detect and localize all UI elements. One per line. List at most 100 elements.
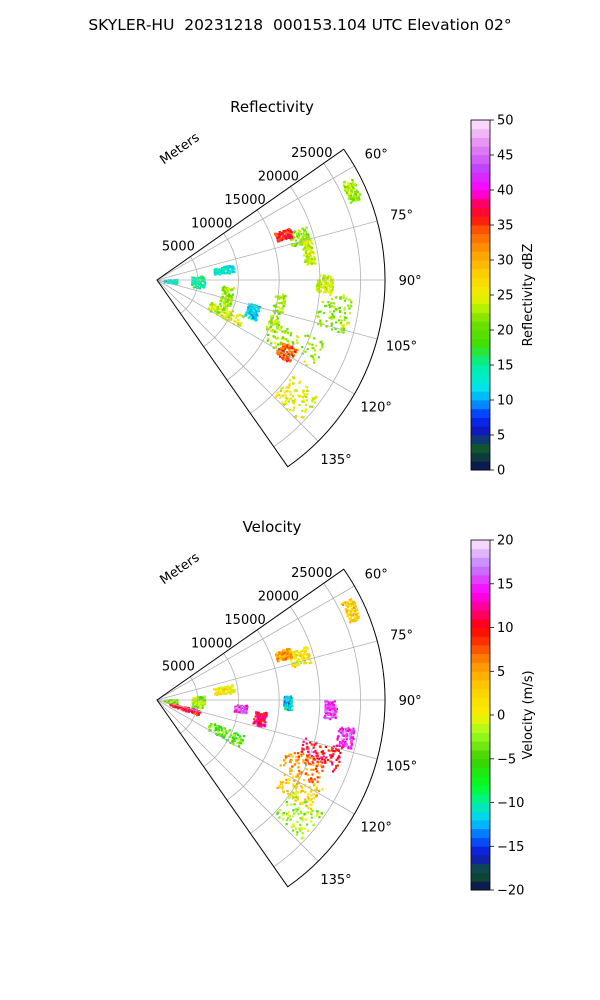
echo-pixel (302, 655, 305, 658)
echo-pixel (289, 236, 292, 239)
colorbar-segment (471, 137, 490, 147)
echo-pixel (274, 319, 277, 323)
echo-pixel (287, 702, 291, 705)
echo-pixel (231, 293, 234, 296)
echo-pixel (332, 745, 335, 748)
echo-pixel (313, 789, 316, 792)
echo-pixel (292, 653, 295, 656)
echo-pixel (214, 688, 217, 691)
echo-pixel (281, 813, 284, 817)
colorbar-segment (471, 391, 490, 401)
echo-pixel (236, 733, 240, 736)
echo-pixel (281, 787, 284, 790)
echo-pixel (331, 284, 334, 287)
echo-pixel (289, 390, 292, 393)
echo-pixel (283, 758, 287, 761)
azimuth-spoke (156, 699, 378, 760)
echo-pixel (297, 658, 300, 661)
echo-pixel (310, 768, 313, 771)
echo-pixel (283, 764, 286, 767)
echo-pixel (285, 705, 288, 708)
echo-pixel (331, 761, 334, 764)
echo-pixel (295, 790, 298, 793)
echo-pixel (298, 229, 301, 232)
echo-pixel (348, 728, 351, 731)
echo-pixel (295, 833, 298, 836)
echo-pixel (333, 750, 336, 753)
echo-pixel (292, 354, 295, 357)
echo-pixel (308, 252, 311, 255)
echo-pixel (334, 716, 337, 719)
echo-pixel (303, 649, 306, 652)
echo-pixel (309, 799, 312, 802)
echo-pixel (348, 736, 351, 739)
echo-pixel (347, 197, 350, 200)
echo-pixel (288, 753, 291, 756)
echo-pixel (347, 727, 350, 730)
echo-pixel (286, 804, 289, 807)
echo-pixel (196, 285, 199, 288)
echo-pixel (312, 768, 315, 771)
echo-pixel (287, 705, 290, 708)
echo-pixel (352, 609, 355, 612)
echo-pixel (291, 797, 295, 800)
echo-pixel (292, 238, 295, 241)
echo-pixel (346, 609, 349, 612)
echo-pixel (328, 749, 331, 752)
echo-pixel (304, 791, 307, 794)
colorbar-segment (471, 697, 490, 707)
echo-pixel (288, 778, 291, 781)
echo-pixel (324, 283, 327, 286)
echo-pixel (284, 330, 287, 333)
echo-pixel (330, 289, 333, 292)
colorbar-segment (471, 181, 490, 191)
echo-pixel (304, 408, 307, 411)
echo-pixel (343, 312, 347, 315)
echo-pixel (275, 315, 278, 318)
echo-pixel (353, 602, 356, 605)
echo-pixel (292, 785, 295, 788)
echo-pixel (287, 400, 290, 403)
echo-pixel (256, 722, 259, 725)
echo-pixel (350, 608, 353, 611)
echo-pixel (310, 811, 313, 814)
echo-pixel (330, 298, 333, 301)
echo-pixel (298, 777, 301, 780)
echo-pixel (251, 308, 255, 311)
echo-pixel (193, 701, 196, 704)
echo-pixel (313, 262, 316, 265)
echo-pixel (301, 346, 304, 349)
echo-pixel (272, 323, 275, 326)
echo-pixel (290, 759, 293, 762)
echo-pixel (285, 237, 288, 240)
echo-pixel (293, 377, 296, 380)
echo-pixel (304, 245, 307, 248)
echo-pixel (284, 701, 287, 704)
echo-region (208, 723, 246, 748)
echo-pixel (229, 296, 233, 299)
echo-pixel (305, 662, 308, 665)
echo-pixel (231, 689, 234, 692)
echo-pixel (353, 617, 356, 620)
echo-pixel (305, 253, 308, 256)
echo-pixel (282, 658, 285, 661)
echo-pixel (195, 280, 198, 283)
colorbar-tick-label: 15 (497, 359, 514, 374)
echo-pixel (224, 685, 227, 689)
echo-pixel (352, 184, 356, 187)
echo-pixel (272, 320, 275, 323)
echo-pixel (324, 305, 327, 308)
echo-pixel (286, 236, 289, 239)
echo-pixel (301, 789, 304, 792)
echo-pixel (212, 688, 216, 691)
echo-pixel (195, 699, 198, 702)
echo-pixel (334, 308, 337, 311)
echo-pixel (290, 656, 294, 659)
echo-pixel (300, 812, 303, 815)
colorbar-segment (471, 330, 490, 340)
echo-pixel (286, 816, 290, 820)
echo-pixel (222, 267, 225, 270)
echo-pixel (216, 270, 219, 273)
echo-pixel (269, 326, 272, 329)
echo-pixel (312, 761, 315, 764)
